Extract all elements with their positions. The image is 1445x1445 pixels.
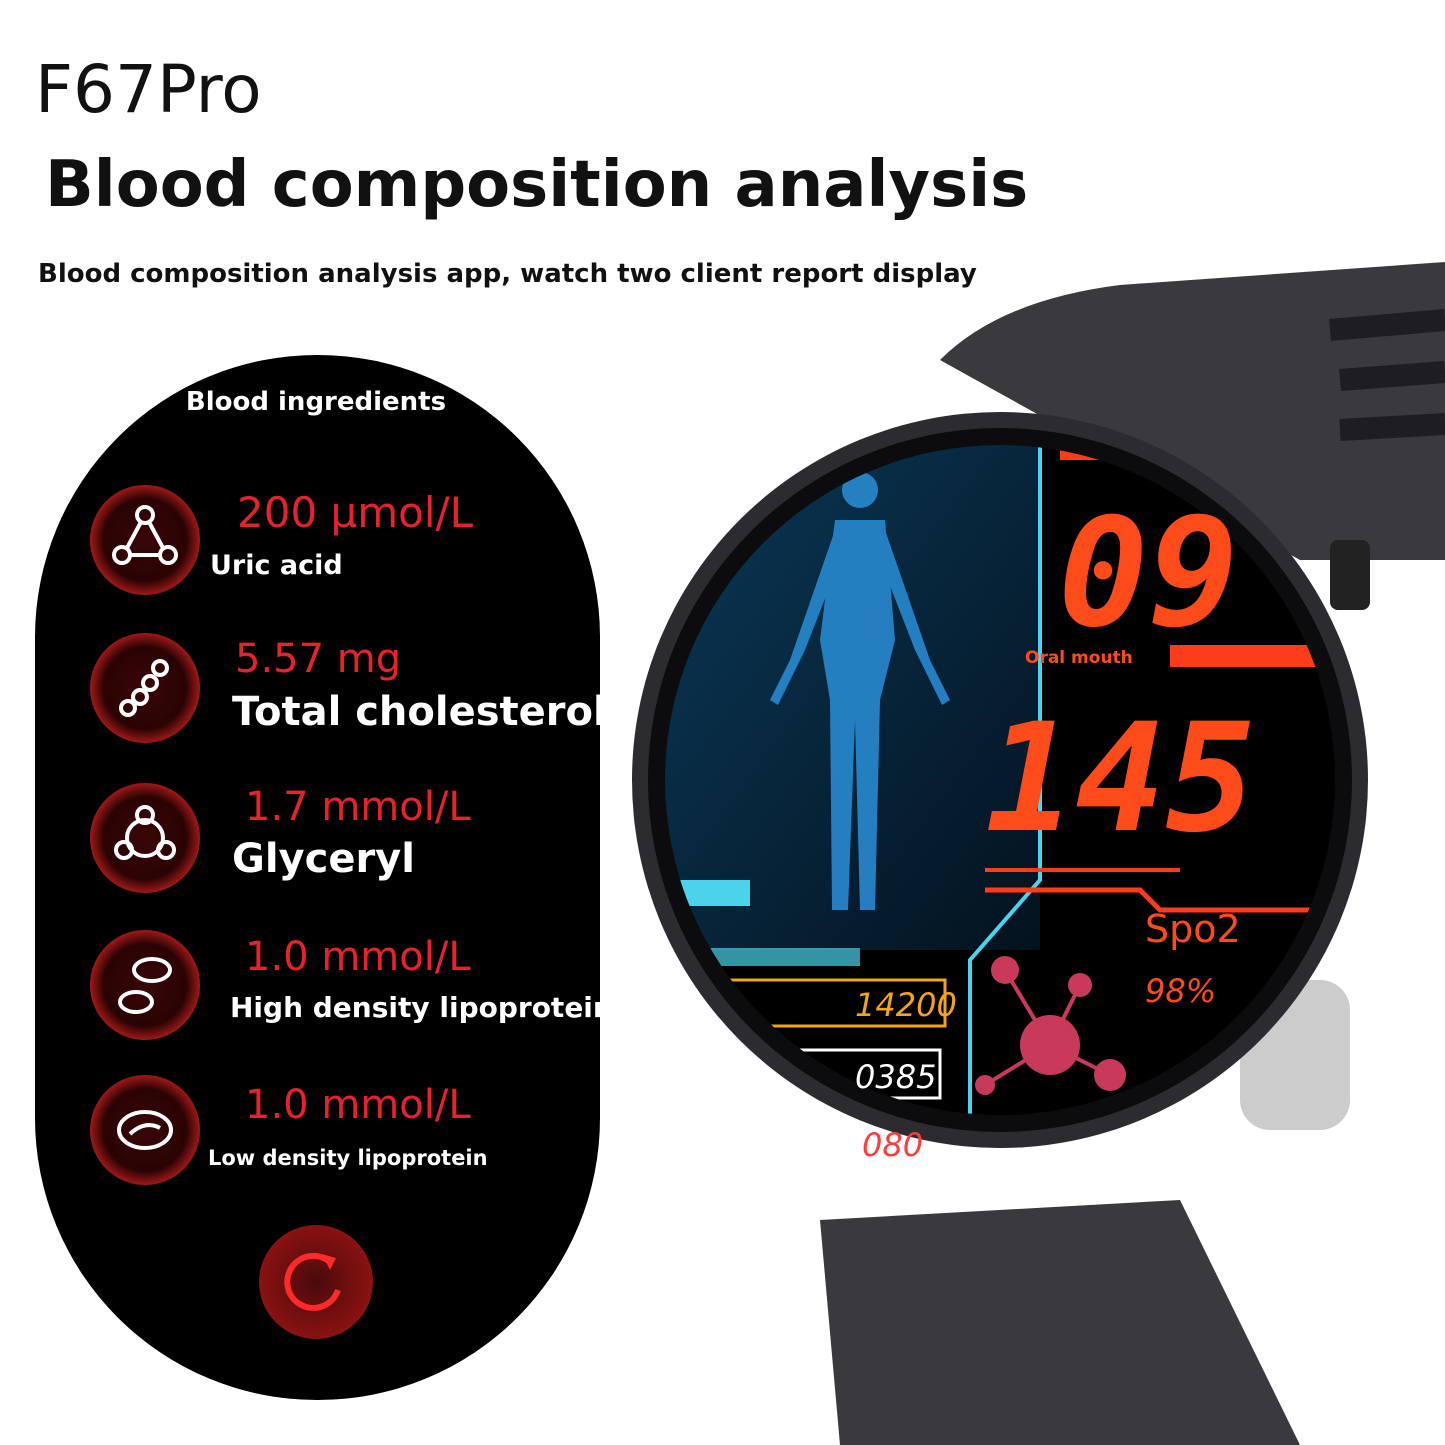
strap-holes: [1329, 309, 1445, 441]
spo2-value: 98%: [1145, 972, 1216, 1010]
strap-top: [940, 262, 1445, 560]
icon-glyph: [112, 505, 178, 565]
item-label: High density lipoprotein: [230, 991, 613, 1024]
item-value: 5.57 mg: [235, 636, 401, 682]
spo2-label: Spo2: [1145, 907, 1241, 951]
item-value: 1.7 mmol/L: [245, 784, 471, 830]
watch-hour: 09: [1058, 487, 1239, 661]
item-label: Glyceryl: [232, 836, 415, 882]
icon: [90, 485, 200, 595]
model: F67Pro: [35, 51, 262, 128]
item-value: 200 μmol/L: [237, 488, 474, 537]
watch-reading: 145: [985, 692, 1256, 866]
subtitle: Blood composition analysis app, watch tw…: [38, 259, 977, 289]
item-label: Total cholesterol: [232, 689, 607, 735]
icon: [90, 1075, 200, 1185]
icon: [90, 783, 200, 893]
item: 1.0 mmol/L Low density lipoprotein: [90, 1075, 488, 1185]
calories: 0385: [855, 1058, 936, 1096]
heart-rate: 080: [862, 1126, 923, 1164]
refresh-button[interactable]: [259, 1225, 373, 1339]
title: Blood composition analysis: [45, 148, 1028, 222]
icon-glyph: [114, 805, 176, 860]
steps: 14200: [855, 986, 957, 1024]
panel-title: Blood ingredients: [186, 387, 446, 417]
crown: [1330, 540, 1370, 610]
item: 5.57 mg Total cholesterol: [90, 633, 607, 743]
strap-bottom: [820, 1200, 1300, 1445]
item-value: 1.0 mmol/L: [245, 934, 471, 980]
item-label: Uric acid: [210, 550, 343, 581]
icon-glyph: [118, 957, 172, 1014]
item: 200 μmol/L Uric acid: [90, 485, 474, 595]
item-value: 1.0 mmol/L: [245, 1082, 471, 1128]
watch: 09 Oral mouth 145 Spo2 98% 14200 0385 08…: [632, 262, 1445, 1445]
icon: [90, 930, 200, 1040]
icon-glyph: [119, 659, 169, 717]
icon-glyph: [117, 1110, 173, 1150]
item: 1.7 mmol/L Glyceryl: [90, 783, 471, 893]
item: 1.0 mmol/L High density lipoprotein: [90, 930, 613, 1040]
watch-mode: Oral mouth: [1025, 648, 1133, 668]
item-label: Low density lipoprotein: [208, 1146, 488, 1170]
